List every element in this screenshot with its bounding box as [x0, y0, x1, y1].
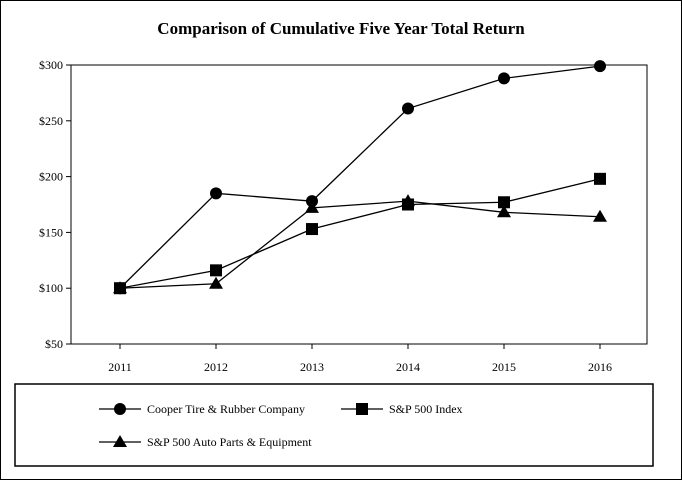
data-point-square [306, 223, 318, 236]
x-tick-label: 2014 [396, 360, 420, 374]
legend-marker-square [356, 403, 368, 415]
series-line-triangle [119, 200, 601, 289]
data-point-circle [210, 187, 222, 200]
data-point-square [498, 196, 510, 209]
x-tick-label: 2012 [204, 360, 228, 374]
legend-box [14, 383, 654, 467]
legend: Cooper Tire & Rubber Company S&P 500 Inde… [99, 402, 463, 449]
y-tick-label: $150 [39, 225, 63, 239]
data-point-triangle [401, 194, 415, 207]
legend-label: S&P 500 Index [389, 402, 463, 416]
x-tick-label: 2011 [108, 360, 132, 374]
y-tick-label: $250 [39, 114, 63, 128]
data-point-square [594, 172, 606, 185]
legend-item: Cooper Tire & Rubber Company [99, 402, 305, 416]
data-point-triangle [593, 209, 607, 222]
data-point-triangle [305, 200, 319, 213]
data-point-square [210, 264, 222, 277]
data-point-triangle [209, 276, 223, 289]
y-axis: $50 $100 $150 $200 $250 $300 [39, 58, 71, 351]
legend-marker-circle [114, 403, 126, 415]
x-axis: 2011 2012 2013 2014 2015 2016 [108, 344, 612, 374]
data-point-circle [402, 102, 414, 115]
data-point-triangle [497, 205, 511, 218]
legend-marker-triangle [113, 435, 127, 447]
y-tick-label: $50 [45, 337, 63, 351]
chart-title: Comparison of Cumulative Five Year Total… [157, 19, 525, 38]
data-point-circle [594, 60, 606, 73]
y-tick-label: $300 [39, 58, 63, 72]
x-tick-label: 2013 [300, 360, 324, 374]
legend-label: Cooper Tire & Rubber Company [147, 402, 305, 416]
data-point-circle [498, 72, 510, 85]
series-triangle [113, 194, 607, 294]
plot-area [70, 64, 648, 345]
y-tick-label: $100 [39, 281, 63, 295]
y-tick-label: $200 [39, 170, 63, 184]
data-point-triangle [113, 281, 127, 294]
series-line-square [119, 178, 601, 289]
series-circle [114, 60, 606, 295]
legend-item: S&P 500 Auto Parts & Equipment [99, 435, 312, 449]
x-tick-label: 2015 [492, 360, 516, 374]
series-layer [113, 60, 607, 295]
series-line-circle [119, 65, 601, 289]
legend-label: S&P 500 Auto Parts & Equipment [147, 435, 312, 449]
legend-item: S&P 500 Index [341, 402, 463, 416]
series-square [114, 172, 606, 295]
x-tick-label: 2016 [588, 360, 612, 374]
